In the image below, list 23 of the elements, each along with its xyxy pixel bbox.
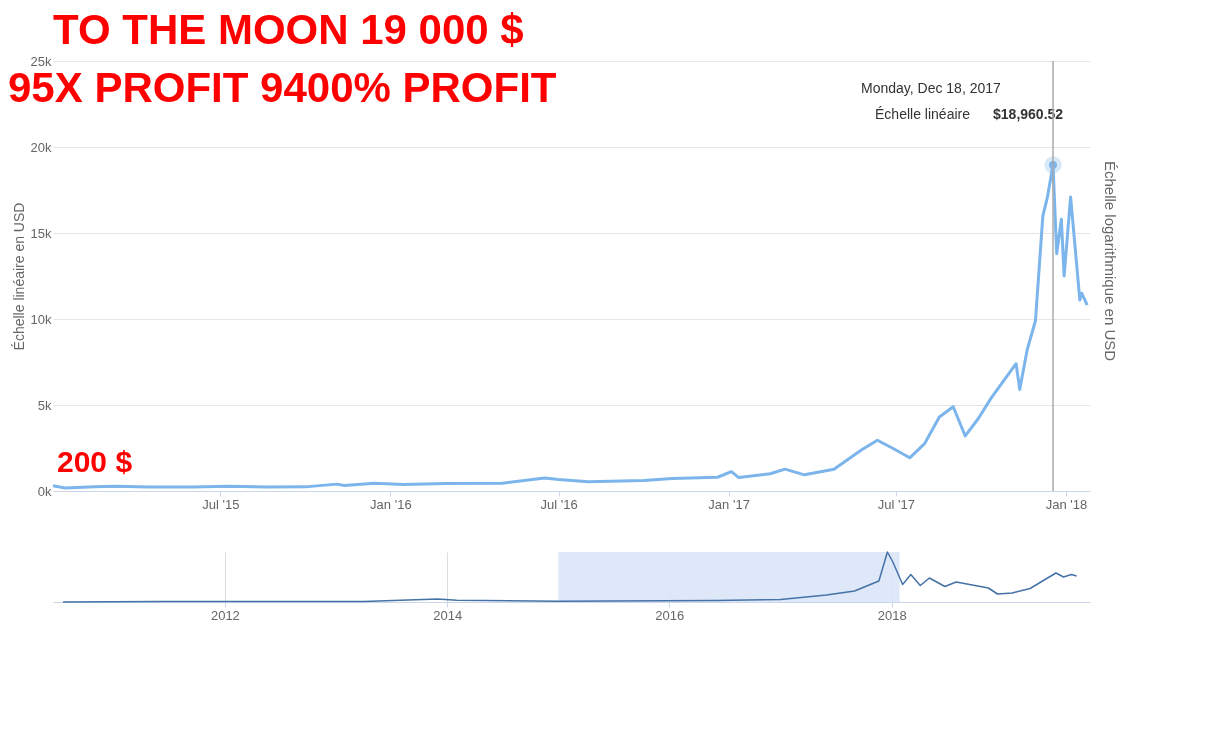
x-tick-label: 2012 [210, 607, 240, 623]
y2-axis-title: Échelle logarithmique en USD [1102, 160, 1119, 362]
x-tick-label: Jul '16 [540, 496, 578, 512]
x-tick-label: Jul '17 [877, 496, 915, 512]
y-tick-label: 15k [30, 225, 52, 241]
text: TO THE MOON 19 000 $ [53, 6, 524, 53]
y-tick-label: 20k [30, 139, 52, 155]
data-label: $18,960.52 [993, 105, 1064, 122]
annotation: Monday, Dec 18, 2017 [861, 80, 1002, 96]
y-axis-title: Échelle linéaire en USD [10, 202, 27, 351]
y-tick-label: 10k [30, 311, 52, 327]
x-tick-label: 2018 [877, 607, 907, 623]
x-tick-label: Jan '17 [708, 496, 750, 512]
x-tick-label: Jul '15 [202, 496, 240, 512]
x-tick-label: 2014 [433, 607, 463, 623]
x-tick-label: Jan '16 [370, 496, 412, 512]
y-tick-label: 5k [37, 397, 52, 413]
text: Échelle linéaire [875, 105, 971, 122]
annotation: 200 $ [57, 445, 133, 478]
y-tick-label: 0k [37, 483, 52, 499]
x-tick-label: Jan '18 [1045, 496, 1088, 512]
x-tick-label: 2016 [655, 607, 685, 623]
y-tick-label: 25k [30, 53, 52, 69]
